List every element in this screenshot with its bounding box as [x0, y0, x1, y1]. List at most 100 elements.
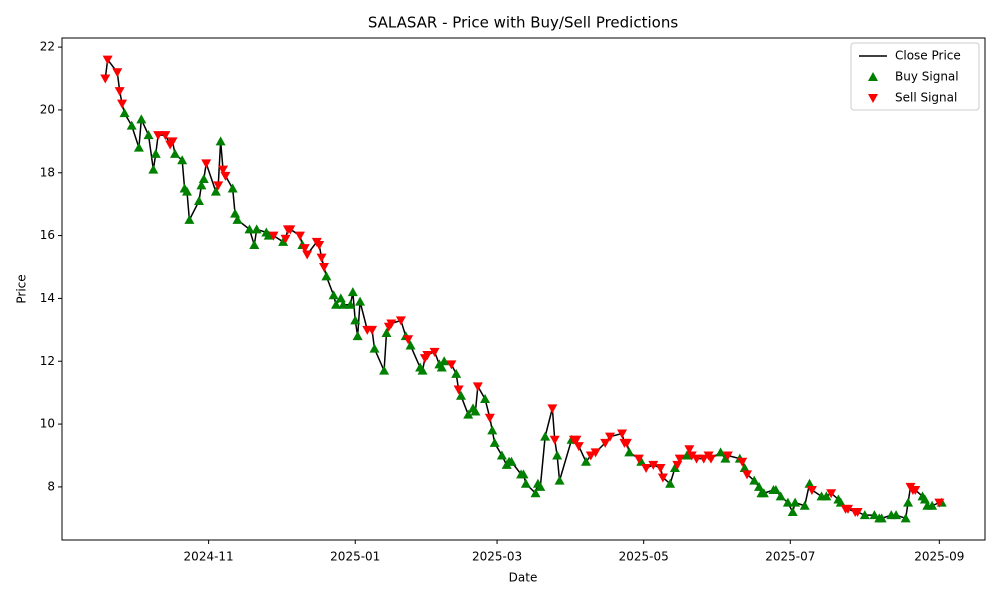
buy-marker [148, 164, 159, 174]
sell-marker [213, 181, 224, 191]
y-tick-label: 18 [40, 165, 55, 179]
buy-marker [321, 271, 332, 281]
buy-marker [720, 453, 731, 463]
chart-title: SALASAR - Price with Buy/Sell Prediction… [368, 14, 679, 32]
x-tick-label: 2024-11 [184, 550, 234, 564]
sell-marker [657, 473, 668, 483]
buy-marker [169, 148, 180, 158]
sell-marker [698, 454, 709, 464]
sell-marker [318, 263, 329, 273]
buy-marker [506, 456, 517, 466]
sell-marker [472, 382, 483, 392]
sell-marker [806, 486, 817, 496]
x-tick-label: 2025-03 [472, 550, 522, 564]
buy-marker [210, 186, 221, 196]
legend-box [850, 42, 980, 111]
buy-marker [624, 447, 635, 457]
buy-marker [379, 365, 390, 375]
buy-marker [198, 174, 209, 184]
sell-marker [934, 498, 945, 508]
y-tick-label: 20 [40, 102, 55, 116]
buy-marker [530, 488, 541, 498]
buy-marker [487, 425, 498, 435]
sell-marker [621, 438, 632, 448]
sell-marker [102, 55, 113, 65]
sell-marker [268, 231, 279, 241]
buy-marker [758, 488, 769, 498]
buy-marker [739, 463, 750, 473]
buy-marker [463, 409, 474, 419]
sell-marker [910, 486, 921, 496]
legend-label: Buy Signal [895, 70, 959, 84]
sell-marker [280, 234, 291, 244]
legend-marker [868, 94, 878, 103]
buy-marker [540, 431, 551, 441]
buy-marker [347, 287, 358, 297]
buy-marker [436, 362, 447, 372]
buy-marker [715, 447, 726, 457]
y-tick-label: 22 [40, 40, 55, 54]
y-axis-label: Price [15, 274, 29, 303]
buy-marker [249, 240, 260, 250]
buy-marker [782, 497, 793, 507]
sell-marker [605, 432, 616, 442]
buy-marker [927, 500, 938, 510]
legend-label: Close Price [895, 49, 961, 63]
sell-marker [218, 165, 229, 175]
buy-marker [681, 450, 692, 460]
sell-marker [648, 460, 659, 470]
buy-marker [552, 450, 563, 460]
buy-marker [770, 485, 781, 495]
sell-marker [590, 448, 601, 458]
sell-marker [367, 325, 378, 335]
sell-marker [571, 435, 582, 445]
buy-marker [787, 507, 798, 517]
sell-marker [314, 241, 325, 251]
sell-marker [852, 508, 863, 518]
buy-marker [263, 230, 274, 240]
buy-marker [338, 299, 349, 309]
buy-marker [439, 356, 450, 366]
sell-marker [722, 451, 733, 461]
sell-marker [686, 451, 697, 461]
buy-marker [177, 155, 188, 165]
buy-marker [859, 510, 870, 520]
y-tick-label: 8 [47, 479, 55, 493]
buy-marker [417, 365, 428, 375]
buy-marker [518, 469, 529, 479]
sell-marker [655, 464, 666, 474]
buy-marker [143, 130, 154, 140]
buy-marker [489, 437, 500, 447]
buy-marker [369, 343, 380, 353]
buy-marker [451, 368, 462, 378]
x-tick-label: 2025-05 [619, 550, 669, 564]
x-tick-label: 2025-01 [330, 550, 380, 564]
y-tick-label: 14 [40, 291, 55, 305]
buy-marker [381, 327, 392, 337]
sell-marker [167, 137, 178, 147]
sell-marker [114, 87, 125, 97]
legend-marker [868, 72, 878, 81]
buy-marker [903, 497, 914, 507]
plot-frame [61, 37, 986, 541]
sell-marker [573, 442, 584, 452]
sell-marker [112, 68, 123, 78]
sell-marker [285, 225, 296, 235]
buy-marker [328, 290, 339, 300]
sell-marker [386, 319, 397, 329]
sell-marker [691, 454, 702, 464]
sell-marker [641, 464, 652, 474]
buy-marker [799, 500, 810, 510]
buy-marker [665, 478, 676, 488]
y-tick-label: 10 [40, 417, 55, 431]
x-tick-label: 2025-09 [914, 550, 964, 564]
buy-marker [580, 456, 591, 466]
sell-marker [403, 335, 414, 345]
y-tick-label: 12 [40, 354, 55, 368]
buy-marker [775, 491, 786, 501]
buy-marker [196, 180, 207, 190]
sell-marker [674, 454, 685, 464]
buy-marker [470, 406, 481, 416]
buy-marker [150, 148, 161, 158]
buy-marker [749, 475, 760, 485]
